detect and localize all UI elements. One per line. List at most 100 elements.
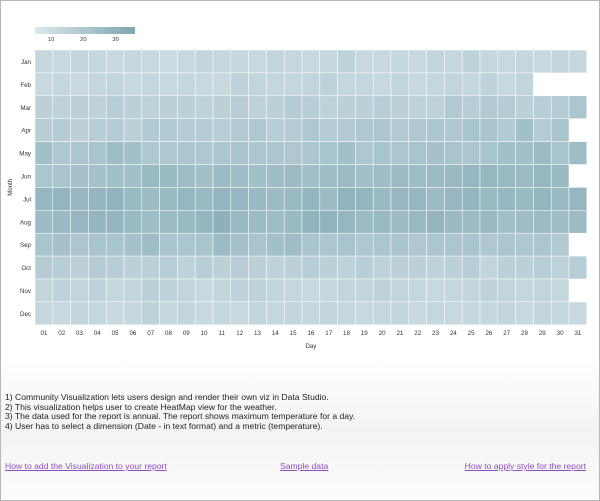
heatmap-cell[interactable]: Dec 29: 14 <box>533 301 552 326</box>
heatmap-cell[interactable]: Apr 08: 19 <box>159 118 178 142</box>
heatmap-cell[interactable]: May 14: 21 <box>266 141 285 165</box>
heatmap-cell[interactable]: Mar 24: 19 <box>444 95 463 119</box>
heatmap-cell[interactable]: Jan 03: 14 <box>70 49 89 74</box>
heatmap-cell[interactable]: May 01: 24 <box>34 141 54 165</box>
heatmap-cell[interactable]: Nov 02: 15 <box>52 278 71 303</box>
heatmap-cell[interactable]: Oct 30: 15 <box>550 255 570 280</box>
heatmap-cell[interactable]: Jun 01: 21 <box>34 164 54 188</box>
heatmap-cell[interactable]: Sep 05: 22 <box>105 232 125 257</box>
heatmap-cell[interactable]: Dec 04: 13 <box>88 301 107 326</box>
heatmap-cell[interactable]: Sep 22: 20 <box>408 232 427 257</box>
heatmap-cell[interactable]: Nov 23: 12 <box>426 278 445 303</box>
heatmap-cell[interactable]: Mar 20: 17 <box>372 95 392 119</box>
heatmap-cell[interactable]: Feb 05: 14 <box>105 72 125 97</box>
heatmap-cell[interactable]: Apr 05: 18 <box>105 118 125 142</box>
heatmap-cell[interactable]: Feb 07: 13 <box>141 72 160 97</box>
heatmap-cell[interactable]: Oct 04: 18 <box>88 255 107 280</box>
heatmap-cell[interactable]: Mar 18: 16 <box>337 95 356 119</box>
heatmap-cell[interactable]: Feb 10: 12 <box>194 72 214 97</box>
heatmap-cell[interactable]: Jun 21: 26 <box>390 164 410 188</box>
heatmap-cell[interactable]: Aug 05: 29 <box>105 210 125 234</box>
heatmap-cell[interactable]: Apr 18: 19 <box>337 118 356 142</box>
heatmap-cell[interactable]: Mar 17: 15 <box>319 95 338 119</box>
heatmap-cell[interactable]: Aug 19: 26 <box>355 210 374 234</box>
heatmap-cell[interactable]: Jun 17: 25 <box>319 164 338 188</box>
heatmap-cell[interactable]: Oct 08: 17 <box>159 255 178 280</box>
heatmap-cell[interactable]: Aug 11: 31 <box>212 210 232 234</box>
heatmap-cell[interactable]: Apr 13: 20 <box>248 118 267 142</box>
heatmap-cell[interactable]: Jan 10: 14 <box>194 49 214 74</box>
heatmap-cell[interactable]: Oct 02: 17 <box>52 255 71 280</box>
heatmap-cell[interactable]: Mar 28: 16 <box>515 95 534 119</box>
heatmap-cell[interactable]: May 23: 23 <box>426 141 445 165</box>
heatmap-cell[interactable]: Feb 02: 13 <box>52 72 71 97</box>
heatmap-cell[interactable]: Sep 11: 26 <box>212 232 232 257</box>
heatmap-cell[interactable]: Dec 01: 13 <box>34 301 54 326</box>
heatmap-cell[interactable]: Apr 15: 18 <box>283 118 303 142</box>
heatmap-cell[interactable]: Sep 28: 20 <box>515 232 534 257</box>
heatmap-cell[interactable]: May 16: 21 <box>301 141 321 165</box>
heatmap-cell[interactable]: Nov 20: 15 <box>372 278 392 303</box>
heatmap-cell[interactable]: Dec 16: 13 <box>301 301 321 326</box>
heatmap-cell[interactable]: Apr 21: 19 <box>390 118 410 142</box>
heatmap-cell[interactable]: Oct 09: 15 <box>177 255 196 280</box>
heatmap-cell[interactable]: Aug 13: 26 <box>248 210 267 234</box>
heatmap-cell[interactable]: Apr 01: 17 <box>34 118 54 142</box>
heatmap-cell[interactable]: Feb 18: 13 <box>337 72 356 97</box>
heatmap-cell[interactable]: Jul 04: 29 <box>88 187 107 211</box>
heatmap-cell[interactable]: Jun 24: 27 <box>444 164 463 188</box>
heatmap-cell[interactable]: Dec 18: 13 <box>337 301 356 326</box>
heatmap-cell[interactable]: Nov 30: 13 <box>550 278 570 303</box>
heatmap-cell[interactable]: May 22: 22 <box>408 141 427 165</box>
heatmap-cell[interactable]: Sep 03: 21 <box>70 232 89 257</box>
heatmap-cell[interactable]: Oct 01: 18 <box>34 255 54 280</box>
heatmap-cell[interactable]: Jul 05: 30 <box>105 187 125 211</box>
heatmap-cell[interactable]: Nov 13: 15 <box>248 278 267 303</box>
heatmap-cell[interactable]: Jun 05: 24 <box>105 164 125 188</box>
heatmap-cell[interactable]: Oct 24: 16 <box>444 255 463 280</box>
heatmap-cell[interactable]: Jan 07: 12 <box>141 49 160 74</box>
heatmap-cell[interactable]: Aug 29: 26 <box>533 210 552 234</box>
heatmap-cell[interactable]: Mar 27: 18 <box>497 95 516 119</box>
heatmap-cell[interactable]: Sep 26: 20 <box>479 232 499 257</box>
heatmap-cell[interactable]: Apr 14: 17 <box>266 118 285 142</box>
heatmap-cell[interactable]: May 24: 22 <box>444 141 463 165</box>
heatmap-cell[interactable]: Dec 24: 12 <box>444 301 463 326</box>
heatmap-cell[interactable]: Oct 17: 16 <box>319 255 338 280</box>
heatmap-cell[interactable]: Jun 08: 27 <box>159 164 178 188</box>
heatmap-cell[interactable]: May 05: 25 <box>105 141 125 165</box>
heatmap-cell[interactable]: Apr 22: 20 <box>408 118 427 142</box>
heatmap-cell[interactable]: Apr 16: 20 <box>301 118 321 142</box>
heatmap-cell[interactable]: Apr 25: 22 <box>461 118 481 142</box>
heatmap-cell[interactable]: Jan 09: 12 <box>177 49 196 74</box>
heatmap-cell[interactable]: Apr 09: 18 <box>177 118 196 142</box>
heatmap-cell[interactable]: Mar 14: 16 <box>266 95 285 119</box>
heatmap-cell[interactable]: May 02: 20 <box>52 141 71 165</box>
heatmap-cell[interactable]: May 27: 24 <box>497 141 516 165</box>
heatmap-cell[interactable]: Nov 06: 14 <box>123 278 143 303</box>
heatmap-cell[interactable]: Mar 12: 17 <box>230 95 249 119</box>
heatmap-cell[interactable]: May 26: 22 <box>479 141 499 165</box>
heatmap-cell[interactable]: Jul 30: 27 <box>550 187 570 211</box>
heatmap-cell[interactable]: Jun 13: 24 <box>248 164 267 188</box>
heatmap-cell[interactable]: Oct 20: 15 <box>372 255 392 280</box>
heatmap-cell[interactable]: Nov 18: 14 <box>337 278 356 303</box>
heatmap-cell[interactable]: Apr 26: 22 <box>479 118 499 142</box>
heatmap-cell[interactable]: Apr 28: 24 <box>515 118 534 142</box>
heatmap-cell[interactable]: Feb 04: 13 <box>88 72 107 97</box>
heatmap-cell[interactable]: Oct 22: 16 <box>408 255 427 280</box>
heatmap-cell[interactable]: Dec 08: 13 <box>159 301 178 326</box>
heatmap-cell[interactable]: Sep 14: 24 <box>266 232 285 257</box>
heatmap-cell[interactable]: Aug 30: 25 <box>550 210 570 234</box>
heatmap-cell[interactable]: Aug 26: 27 <box>479 210 499 234</box>
heatmap-cell[interactable]: Dec 13: 14 <box>248 301 267 326</box>
heatmap-cell[interactable]: Apr 17: 18 <box>319 118 338 142</box>
heatmap-cell[interactable]: Jan 11: 13 <box>212 49 232 74</box>
heatmap-cell[interactable]: Jul 10: 27 <box>194 187 214 211</box>
heatmap-cell[interactable]: Feb 11: 12 <box>212 72 232 97</box>
heatmap-cell[interactable]: Sep 08: 22 <box>159 232 178 257</box>
heatmap-cell[interactable]: Jan 23: 14 <box>426 49 445 74</box>
heatmap-cell[interactable]: Oct 23: 15 <box>426 255 445 280</box>
heatmap-cell[interactable]: May 31: 25 <box>568 141 588 165</box>
heatmap-cell[interactable]: Nov 24: 13 <box>444 278 463 303</box>
